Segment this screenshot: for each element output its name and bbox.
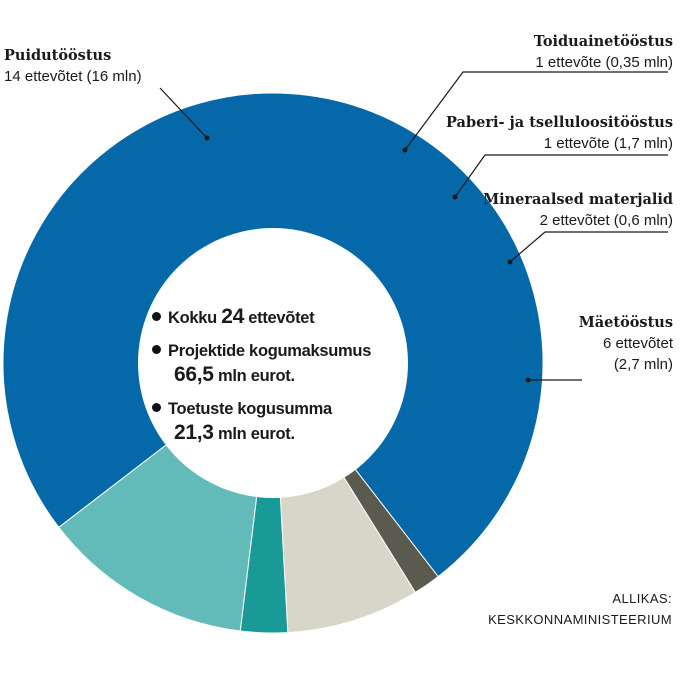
label-toiduainetoostus: Toiduainetööstus 1 ettevõte (0,35 mln) xyxy=(534,31,673,73)
bullet-icon xyxy=(152,403,161,412)
leader-dot-maetoostus xyxy=(525,377,531,383)
label-puidutoostus: Puidutööstus 14 ettevõtet (16 mln) xyxy=(4,45,142,87)
center-project-cost-label: Projektide kogumaksumus xyxy=(152,340,371,363)
label-paberitoostus-detail: 1 ettevõte (1,7 mln) xyxy=(543,135,673,152)
bullet-icon xyxy=(152,345,161,354)
label-maetoostus-name: Mäetööstus xyxy=(578,314,673,331)
leader-dot-mineraalsed xyxy=(507,259,513,265)
center-total-companies: Kokku 24 ettevõtet xyxy=(152,305,371,330)
label-toiduainetoostus-detail: 1 ettevõte (0,35 mln) xyxy=(535,54,673,71)
leader-line-paberitoostus xyxy=(454,154,668,198)
center-grant-suffix: mln eurot. xyxy=(213,425,295,443)
leader-dot-paberitoostus xyxy=(452,194,458,200)
center-summary: Kokku 24 ettevõtet Projektide kogumaksum… xyxy=(152,305,371,446)
label-mineraalsed: Mineraalsed materjalid 2 ettevõtet (0,6 … xyxy=(483,189,673,231)
label-mineraalsed-name: Mineraalsed materjalid xyxy=(483,191,673,208)
center-project-cost-value: 66,5 mln eurot. xyxy=(152,363,371,388)
label-maetoostus-detail-2: (2,7 mln) xyxy=(613,356,673,373)
bullet-icon xyxy=(152,312,161,321)
center-grant-label: Toetuste kogusumma xyxy=(152,398,371,421)
center-grant-value: 21,3 mln eurot. xyxy=(152,421,371,446)
source-name: KESKKONNAMINISTEERIUM xyxy=(488,612,672,627)
center-project-cost-suffix: mln eurot. xyxy=(213,367,295,385)
leader-line-mineraalsed xyxy=(509,231,668,263)
label-toiduainetoostus-name: Toiduainetööstus xyxy=(533,33,673,50)
label-paberitoostus-name: Paberi- ja tselluloositööstus xyxy=(446,114,673,131)
center-project-cost-number: 66,5 xyxy=(174,363,214,386)
leader-dot-toiduainetoostus xyxy=(402,147,408,153)
label-maetoostus: Mäetööstus 6 ettevõtet (2,7 mln) xyxy=(579,312,673,375)
center-total-prefix: Kokku xyxy=(168,309,222,327)
center-grant-number: 21,3 xyxy=(174,421,214,444)
center-grant-text: Toetuste kogusumma xyxy=(168,400,332,418)
leader-line-toiduainetoostus xyxy=(404,71,668,151)
label-maetoostus-detail-1: 6 ettevõtet xyxy=(602,335,673,352)
label-paberitoostus: Paberi- ja tselluloositööstus 1 ettevõte… xyxy=(446,112,673,154)
source-note: ALLIKAS: KESKKONNAMINISTEERIUM xyxy=(488,588,672,630)
center-total-suffix: ettevõtet xyxy=(243,309,315,327)
donut-hole xyxy=(138,228,408,498)
label-mineraalsed-detail: 2 ettevõtet (0,6 mln) xyxy=(539,212,673,229)
label-puidutoostus-detail: 14 ettevõtet (16 mln) xyxy=(4,68,142,85)
source-label: ALLIKAS: xyxy=(612,591,672,606)
center-project-cost-text: Projektide kogumaksumus xyxy=(168,342,372,360)
center-total-number: 24 xyxy=(221,305,244,328)
leader-dot-puidutoostus xyxy=(204,135,210,141)
leader-line-puidutoostus xyxy=(159,87,208,139)
label-puidutoostus-name: Puidutööstus xyxy=(4,47,112,64)
